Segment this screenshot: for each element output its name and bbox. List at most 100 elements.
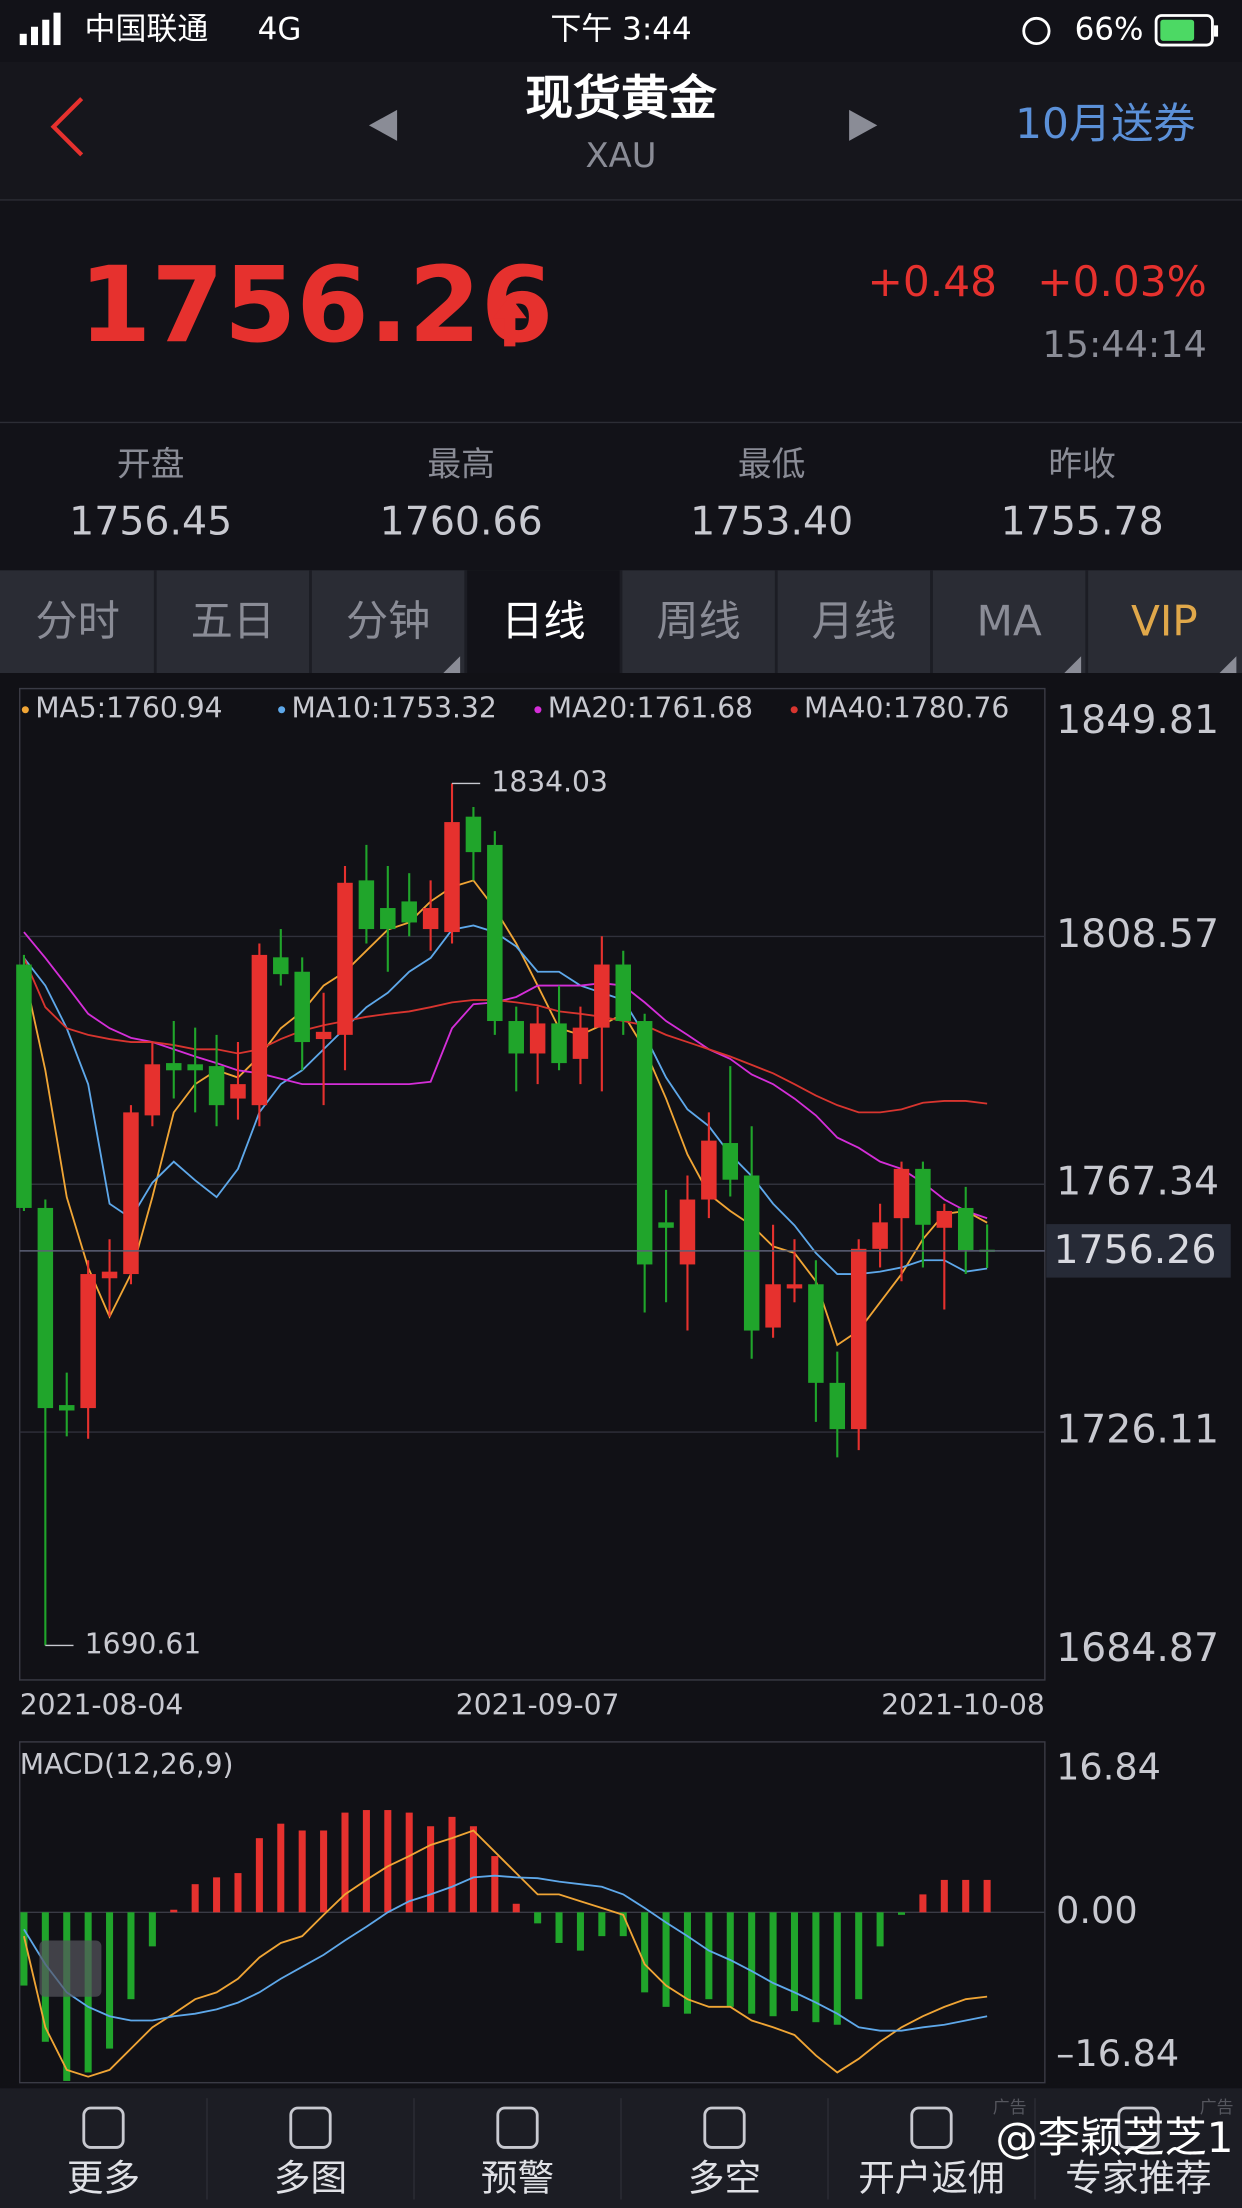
watermark: @李颖芝芝1 <box>996 2113 1234 2162</box>
signal-bar <box>30 26 39 46</box>
candle-body <box>187 1064 203 1071</box>
macd-line <box>23 1829 988 2078</box>
macd-bar <box>277 1823 285 1913</box>
nav-icon <box>496 2106 539 2149</box>
prev-button[interactable] <box>368 109 398 141</box>
candle-body <box>850 1248 867 1430</box>
macd-bar <box>919 1894 927 1913</box>
macd-bar <box>341 1812 349 1913</box>
quote: 1756.26 +0.48 +0.03% 15:44:14 <box>0 244 1242 424</box>
y-tick-label: 1767.34 <box>1056 1159 1219 1205</box>
tab[interactable]: 周线 <box>656 596 740 645</box>
change-pct: +0.03% <box>1037 257 1207 306</box>
back-button[interactable] <box>50 97 84 157</box>
title: 现货黄金 <box>525 71 717 126</box>
macd-bar <box>619 1912 627 1937</box>
candle-body <box>251 954 268 1106</box>
promo-link[interactable]: 10月送券 <box>1015 99 1195 148</box>
ad-label: 广告 <box>1200 2097 1234 2117</box>
tab-dropdown <box>443 656 461 674</box>
candle-body <box>957 1207 974 1251</box>
candle-body <box>208 1066 225 1106</box>
y-tick-label: 0.00 <box>1056 1889 1138 1932</box>
tab[interactable]: 月线 <box>812 596 896 645</box>
macd-bar <box>491 1856 499 1913</box>
battery <box>1154 14 1214 47</box>
header-bg <box>0 61 1242 200</box>
candle-body <box>315 1031 332 1040</box>
chart-bg <box>0 673 1242 2089</box>
macd-bar <box>20 1912 28 1986</box>
ma-line <box>23 957 988 1114</box>
candle-body <box>658 1222 674 1228</box>
candle-body <box>915 1168 931 1225</box>
candle-body <box>508 1021 524 1054</box>
y-tick-label: 1808.57 <box>1056 911 1219 957</box>
candle-body <box>166 1063 182 1071</box>
subtitle: XAU <box>586 136 657 175</box>
candle-body <box>294 971 310 1043</box>
nav-label[interactable]: 更多 <box>67 2156 140 2199</box>
tab[interactable]: 分时 <box>35 596 119 645</box>
tab-selected <box>465 570 621 674</box>
signal-bar <box>42 19 50 46</box>
stat-label: 昨收 <box>1048 445 1116 484</box>
up-arrow <box>492 295 527 347</box>
macd-bar <box>255 1838 263 1913</box>
candle-body <box>123 1112 139 1275</box>
macd-bar <box>576 1912 584 1951</box>
stat-label: 开盘 <box>117 445 185 484</box>
tab[interactable]: MA <box>976 596 1041 645</box>
candle-body <box>401 901 417 923</box>
candle-body <box>893 1168 910 1219</box>
legend-label: MA10:1753.32 <box>291 692 496 725</box>
high-label: 1834.03 <box>491 765 607 798</box>
nav-icon <box>703 2106 746 2149</box>
legend-label: MA40:1780.76 <box>804 692 1009 725</box>
tab[interactable]: 日线 <box>501 596 585 645</box>
stat-label: 最高 <box>427 445 495 484</box>
macd-bar <box>405 1812 413 1913</box>
candle-body <box>829 1382 846 1430</box>
candle-body <box>444 822 460 933</box>
macd-bar <box>876 1912 884 1947</box>
candle-body <box>743 1175 760 1331</box>
signal-bar <box>53 12 61 46</box>
candle-body <box>872 1222 888 1249</box>
macd-bar <box>662 1912 670 2007</box>
nav-label[interactable]: 多图 <box>274 2156 347 2199</box>
nav-label[interactable]: 开户返佣 <box>858 2156 1004 2199</box>
nav-label[interactable]: 多空 <box>688 2156 761 2199</box>
change: +0.48 <box>868 257 997 306</box>
battery-fill <box>1160 19 1195 41</box>
nav-label[interactable]: 专家推荐 <box>1065 2156 1211 2199</box>
x-tick-label: 2021-09-07 <box>456 1689 620 1722</box>
macd-bar <box>940 1879 948 1913</box>
tab[interactable]: 五日 <box>191 596 275 645</box>
stat-label: 最低 <box>738 445 806 484</box>
tab-dropdown <box>1219 656 1237 674</box>
macd-bar <box>320 1830 328 1913</box>
stat-value: 1756.45 <box>69 498 232 544</box>
macd-bar <box>448 1816 456 1913</box>
candle-body <box>422 908 439 930</box>
next-button[interactable] <box>849 109 878 141</box>
tab[interactable]: 分钟 <box>346 596 430 645</box>
macd-bar <box>213 1877 221 1913</box>
macd-bar <box>170 1909 178 1913</box>
candle-body <box>465 816 482 853</box>
x-tick-label: 2021-08-04 <box>20 1689 184 1722</box>
macd-bar <box>983 1879 991 1913</box>
candle-body <box>636 1021 653 1265</box>
clock: 下午 3:44 <box>550 11 691 47</box>
ma-line <box>23 924 988 1275</box>
candle-body <box>337 882 353 1035</box>
macd-bar <box>555 1912 563 1943</box>
macd-bar <box>683 1912 691 2014</box>
ma-line <box>23 931 988 1220</box>
tab[interactable]: VIP <box>1131 596 1198 645</box>
macd-bar <box>127 1912 135 2000</box>
tool-icon[interactable] <box>39 1940 102 1997</box>
nav-label[interactable]: 预警 <box>481 2156 554 2199</box>
